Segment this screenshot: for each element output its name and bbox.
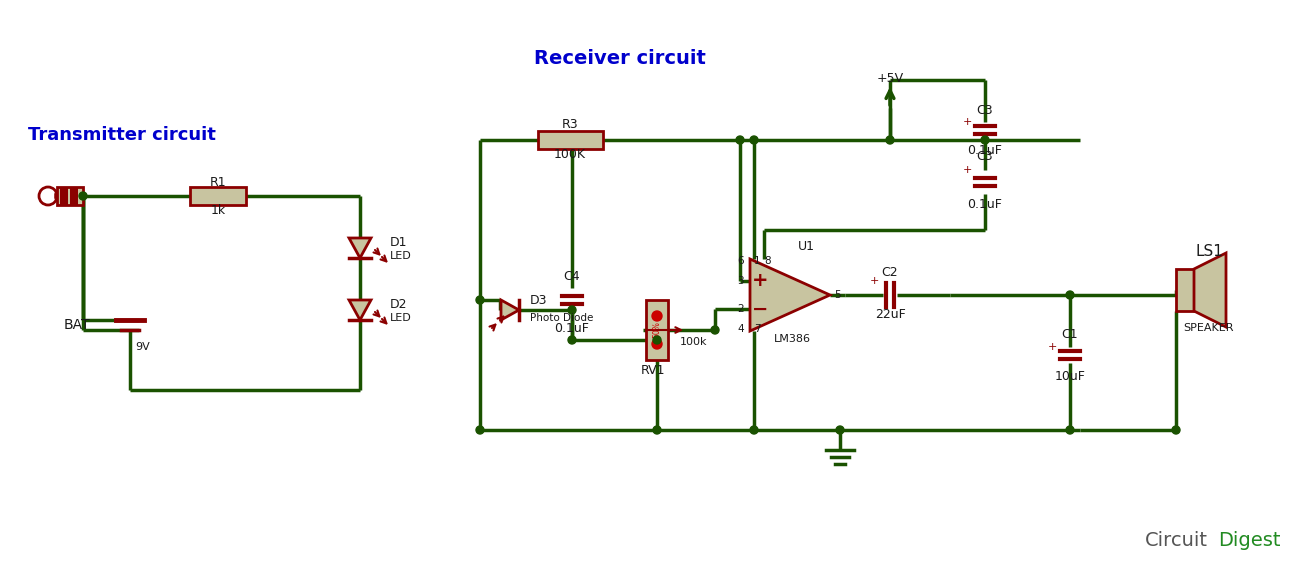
Polygon shape bbox=[750, 259, 830, 331]
Text: 0.1uF: 0.1uF bbox=[555, 321, 590, 335]
Text: LS1: LS1 bbox=[1194, 244, 1223, 260]
Text: 0.1uF: 0.1uF bbox=[967, 197, 1003, 210]
Polygon shape bbox=[501, 300, 519, 320]
Circle shape bbox=[568, 306, 576, 314]
Circle shape bbox=[1172, 426, 1180, 434]
Circle shape bbox=[886, 136, 894, 144]
Text: LED: LED bbox=[390, 313, 411, 323]
Text: Circuit: Circuit bbox=[1144, 530, 1208, 550]
Text: 100K: 100K bbox=[555, 148, 586, 161]
Text: R3: R3 bbox=[561, 117, 578, 130]
Circle shape bbox=[711, 326, 719, 334]
Circle shape bbox=[836, 426, 844, 434]
Text: 100k: 100k bbox=[681, 337, 707, 347]
Text: C3: C3 bbox=[976, 104, 993, 117]
Circle shape bbox=[750, 136, 758, 144]
Circle shape bbox=[1066, 291, 1074, 299]
FancyBboxPatch shape bbox=[60, 187, 68, 205]
Text: 6: 6 bbox=[737, 256, 744, 266]
Text: 5: 5 bbox=[834, 290, 841, 300]
FancyBboxPatch shape bbox=[57, 187, 83, 205]
Text: +: + bbox=[962, 117, 971, 127]
Text: Digest: Digest bbox=[1218, 530, 1281, 550]
FancyBboxPatch shape bbox=[537, 131, 603, 149]
Text: +: + bbox=[870, 276, 879, 286]
Text: SPEAKER: SPEAKER bbox=[1184, 323, 1234, 333]
Polygon shape bbox=[1194, 253, 1226, 327]
Text: 4: 4 bbox=[737, 324, 744, 334]
Text: D1: D1 bbox=[390, 236, 407, 248]
Circle shape bbox=[1066, 426, 1074, 434]
Text: Photo Diode: Photo Diode bbox=[530, 313, 594, 323]
Text: RV1: RV1 bbox=[641, 363, 665, 376]
Circle shape bbox=[476, 296, 484, 304]
Polygon shape bbox=[350, 238, 371, 258]
Polygon shape bbox=[350, 300, 371, 320]
Text: 3: 3 bbox=[737, 276, 744, 286]
Text: 0.1uF: 0.1uF bbox=[967, 144, 1003, 157]
Text: 8: 8 bbox=[763, 256, 770, 266]
Text: D2: D2 bbox=[390, 297, 407, 311]
Text: C2: C2 bbox=[882, 267, 899, 280]
Circle shape bbox=[653, 426, 661, 434]
FancyBboxPatch shape bbox=[1176, 269, 1194, 311]
Circle shape bbox=[568, 336, 576, 344]
Text: +: + bbox=[962, 165, 971, 175]
Text: C1: C1 bbox=[1062, 328, 1079, 341]
Text: 2: 2 bbox=[737, 304, 744, 314]
FancyBboxPatch shape bbox=[646, 300, 668, 360]
Text: D3: D3 bbox=[530, 293, 548, 307]
Text: 1k: 1k bbox=[210, 204, 226, 216]
Text: C3: C3 bbox=[976, 149, 993, 162]
Circle shape bbox=[476, 426, 484, 434]
Text: LED: LED bbox=[390, 251, 411, 261]
Circle shape bbox=[79, 192, 87, 200]
Text: 1: 1 bbox=[754, 256, 761, 266]
FancyBboxPatch shape bbox=[191, 187, 246, 205]
Text: 7: 7 bbox=[754, 324, 761, 334]
Circle shape bbox=[750, 426, 758, 434]
Text: 50%: 50% bbox=[653, 321, 661, 339]
Text: C4: C4 bbox=[564, 269, 581, 283]
Text: Transmitter circuit: Transmitter circuit bbox=[28, 126, 215, 144]
Circle shape bbox=[736, 136, 744, 144]
FancyBboxPatch shape bbox=[70, 187, 78, 205]
Text: −: − bbox=[752, 300, 769, 319]
Text: BAT: BAT bbox=[63, 318, 89, 332]
Text: U1: U1 bbox=[798, 240, 815, 253]
Circle shape bbox=[652, 339, 662, 349]
Text: +: + bbox=[752, 272, 769, 291]
Text: R1: R1 bbox=[210, 176, 226, 189]
Text: 10uF: 10uF bbox=[1055, 371, 1085, 383]
Text: +5V: +5V bbox=[876, 72, 904, 85]
Text: LM386: LM386 bbox=[774, 334, 811, 344]
Text: 9V: 9V bbox=[135, 342, 150, 352]
Circle shape bbox=[653, 336, 661, 344]
Text: 22uF: 22uF bbox=[875, 308, 905, 321]
Text: +: + bbox=[1047, 342, 1056, 352]
Text: Receiver circuit: Receiver circuit bbox=[533, 49, 706, 67]
Circle shape bbox=[652, 311, 662, 321]
Circle shape bbox=[982, 136, 989, 144]
